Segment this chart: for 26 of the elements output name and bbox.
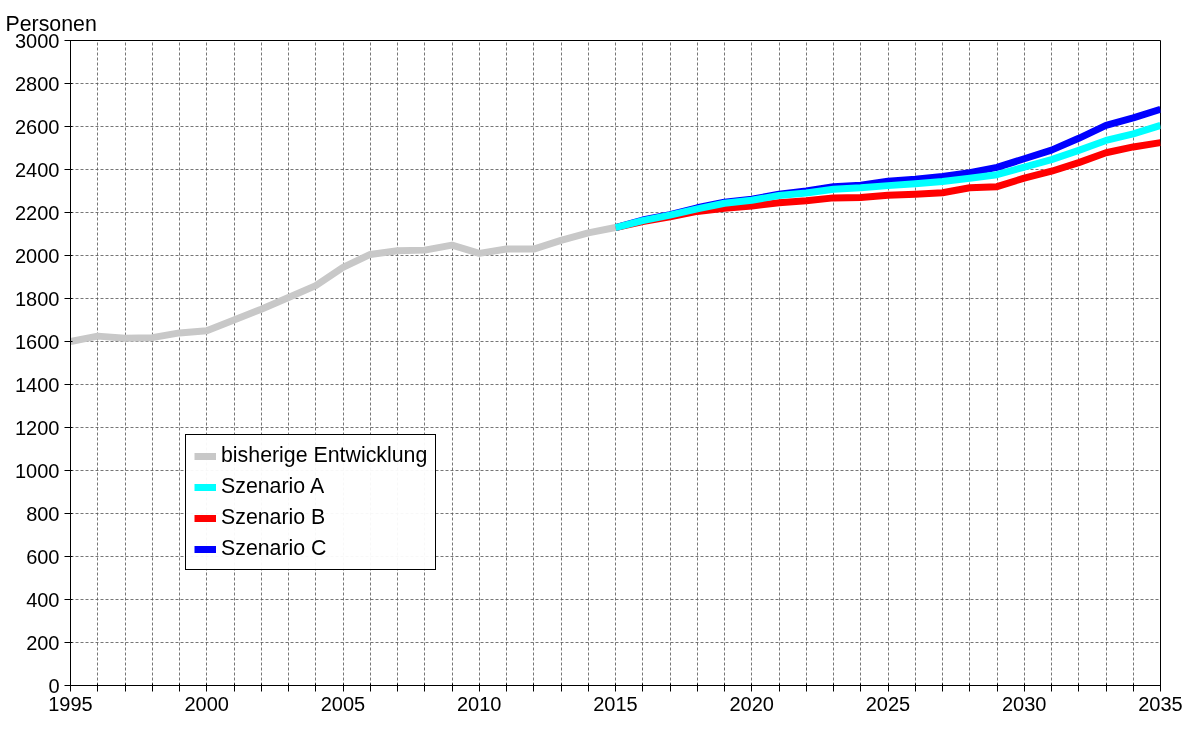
y-tick-label: 1000 xyxy=(15,459,60,482)
y-tick-label: 2800 xyxy=(15,72,60,95)
y-tick-label: 2600 xyxy=(15,115,60,138)
x-tick-label: 2025 xyxy=(865,692,911,715)
x-tick-label: 2005 xyxy=(320,692,366,715)
y-tick-label: 2200 xyxy=(15,201,60,224)
x-tick-label: 2035 xyxy=(1138,692,1183,715)
legend-label: Szenario C xyxy=(221,536,327,561)
y-tick-label: 1800 xyxy=(15,287,60,310)
y-tick-label: 200 xyxy=(26,631,60,654)
legend-label: bisherige Entwicklung xyxy=(221,443,428,468)
y-tick-label: 2400 xyxy=(15,158,60,181)
x-tick-label: 2010 xyxy=(457,692,502,715)
y-tick-label: 2000 xyxy=(15,244,60,267)
y-tick-label: 1200 xyxy=(15,416,60,439)
x-tick-label: 2015 xyxy=(593,692,638,715)
legend-label: Szenario A xyxy=(221,474,325,499)
x-tick-label: 2030 xyxy=(1002,692,1047,715)
legend-label: Szenario B xyxy=(221,505,326,530)
x-tick-label: 2000 xyxy=(184,692,229,715)
y-tick-label: 800 xyxy=(26,502,60,525)
x-tick-label: 2020 xyxy=(729,692,774,715)
y-tick-label: 1600 xyxy=(15,330,60,353)
y-tick-label: 1400 xyxy=(15,373,60,396)
y-tick-label: 400 xyxy=(26,588,60,611)
y-tick-label: 600 xyxy=(26,545,60,568)
